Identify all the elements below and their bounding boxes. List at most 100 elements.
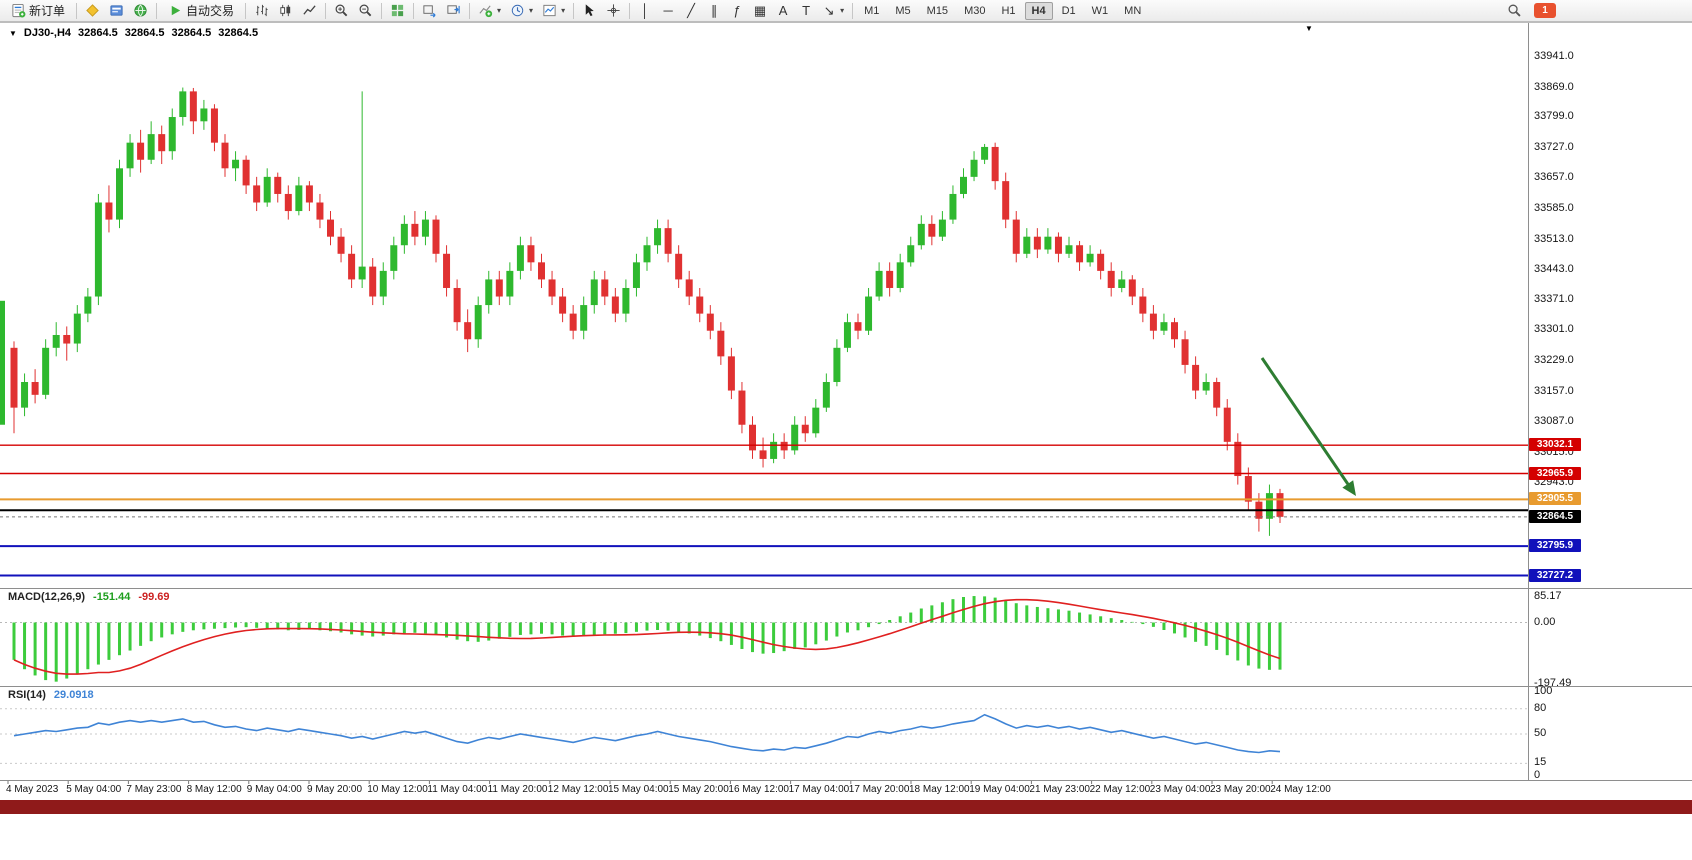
toolbar-separator [629, 2, 631, 19]
macd-signal-value: -99.69 [138, 591, 170, 603]
candle-body [590, 279, 598, 306]
candle-body [305, 185, 313, 203]
candle-body [116, 168, 123, 220]
candle-body [1065, 245, 1073, 254]
tf-d1[interactable]: D1 [1055, 2, 1083, 20]
arrows-tool-icon: ↘ [823, 3, 835, 18]
chart-title-bar: ▼ DJ30-,H4 32864.5 32864.5 32864.5 32864… [9, 27, 258, 39]
candle-body [970, 159, 978, 177]
candle-body [654, 228, 662, 246]
crosshair-button[interactable] [602, 1, 625, 21]
line-chart-icon [303, 5, 316, 15]
new-order-button[interactable]: 新订单 [4, 1, 72, 21]
text-tool-button[interactable]: A [772, 1, 794, 21]
candle-body [1234, 441, 1242, 477]
indicators-button[interactable]: ▾ [474, 1, 505, 21]
candle-body [63, 334, 71, 344]
tile-windows-button[interactable] [386, 1, 409, 21]
search-button[interactable] [1503, 1, 1526, 21]
candle-body [580, 305, 588, 331]
tile-windows-icon [391, 4, 404, 17]
chart-shift-marker[interactable]: ▼ [1305, 24, 1313, 33]
tf-mn[interactable]: MN [1117, 2, 1148, 20]
candle-body [94, 202, 102, 297]
line-chart-button[interactable] [298, 1, 321, 21]
chart-shift-button[interactable] [442, 1, 465, 21]
candle-body [907, 245, 915, 263]
candle-body [369, 266, 377, 297]
horizontal-line-tool-button[interactable]: ─ [657, 1, 679, 21]
bottom-status-strip [0, 800, 1692, 814]
candle-body [421, 219, 429, 237]
new-order-icon [12, 3, 26, 18]
clock-icon [511, 4, 524, 17]
new-order-label: 新订单 [29, 4, 66, 18]
label-tool-button[interactable]: T [795, 1, 817, 21]
tf-w1[interactable]: W1 [1085, 2, 1116, 20]
candle-body [1118, 279, 1126, 288]
shapes-tool-button[interactable]: ▦ [749, 1, 771, 21]
metaeditor-button[interactable] [81, 1, 104, 21]
caret-down-icon: ▾ [529, 6, 534, 15]
trend-arrow[interactable] [1260, 357, 1353, 491]
candlestick-chart-button[interactable] [274, 1, 297, 21]
candle-body [179, 91, 187, 118]
zoom-out-button[interactable] [354, 1, 377, 21]
terminal-icon [110, 5, 123, 16]
periods-button[interactable]: ▾ [506, 1, 537, 21]
fibonacci-icon: ƒ [733, 3, 741, 18]
cursor-button[interactable] [578, 1, 601, 21]
candle-body [685, 279, 693, 297]
tf-h1[interactable]: H1 [994, 2, 1022, 20]
candle-body [1202, 382, 1210, 391]
tf-m5[interactable]: M5 [888, 2, 917, 20]
terminal-button[interactable] [105, 1, 128, 21]
templates-button[interactable]: ▾ [538, 1, 569, 21]
vertical-line-tool-button[interactable]: │ [634, 1, 656, 21]
candle-body [52, 334, 60, 348]
candle-body [464, 322, 472, 340]
tf-m15[interactable]: M15 [920, 2, 955, 20]
zoom-in-icon [335, 4, 348, 17]
candle-body [73, 313, 81, 344]
candle-body [981, 146, 989, 160]
candle-body [801, 424, 809, 434]
text-tool-icon: A [778, 3, 788, 18]
notification-badge[interactable]: 1 [1534, 3, 1556, 18]
bar-chart-button[interactable] [250, 1, 273, 21]
candle-body [453, 287, 461, 323]
tf-m1[interactable]: M1 [857, 2, 886, 20]
arrows-tool-button[interactable]: ↘ ▾ [818, 1, 848, 21]
candle-body [1160, 322, 1168, 331]
channel-tool-button[interactable]: ∥ [703, 1, 725, 21]
tf-m30[interactable]: M30 [957, 2, 992, 20]
community-button[interactable] [129, 1, 152, 21]
fibonacci-tool-button[interactable]: ƒ [726, 1, 748, 21]
metaeditor-icon [86, 4, 99, 17]
autotrading-button[interactable]: 自动交易 [161, 1, 241, 21]
ohlc-high: 32864.5 [124, 27, 165, 39]
candle-body [358, 266, 366, 280]
tf-h4[interactable]: H4 [1024, 1, 1053, 20]
zoom-in-button[interactable] [330, 1, 353, 21]
candle-body [854, 322, 862, 331]
candle-body [632, 262, 640, 288]
toolbar-separator [573, 2, 575, 19]
ohlc-low: 32864.5 [171, 27, 212, 39]
trend-arrow-head[interactable] [1342, 480, 1356, 496]
candle-body [242, 159, 250, 186]
ohlc-collapse-arrow[interactable]: ▼ [9, 28, 17, 38]
rsi-panel-separator[interactable] [0, 686, 1692, 687]
auto-scroll-button[interactable] [418, 1, 441, 21]
candle-body [168, 117, 176, 152]
macd-panel-separator[interactable] [0, 588, 1692, 589]
candle-body [865, 296, 873, 331]
candle-body [432, 219, 440, 254]
candle-body [1086, 253, 1094, 263]
candle-body [158, 134, 166, 152]
toolbar-separator [852, 2, 854, 19]
time-axis-separator [0, 780, 1692, 781]
candle-body [759, 450, 767, 459]
trendline-tool-button[interactable]: ╱ [680, 1, 702, 21]
